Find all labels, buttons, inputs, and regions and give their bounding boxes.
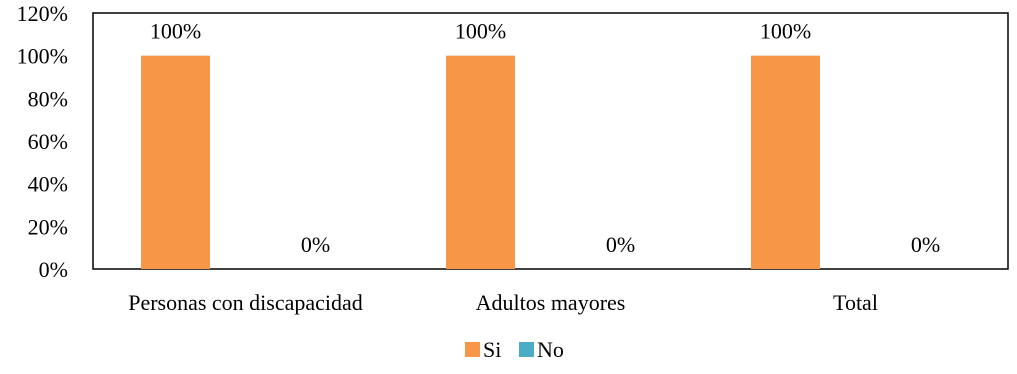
bars — [141, 55, 820, 269]
legend: Si No — [465, 337, 564, 362]
y-tick-label: 40% — [28, 172, 68, 197]
legend-swatch — [519, 342, 534, 357]
y-tick-label: 60% — [28, 129, 68, 154]
legend-item-si: Si — [465, 337, 501, 362]
legend-label: Si — [483, 337, 501, 362]
legend-swatch — [465, 342, 480, 357]
data-label-si-1: 100% — [150, 19, 201, 44]
y-tick-label: 0% — [39, 257, 68, 282]
data-label-no-3: 0% — [911, 232, 940, 257]
bar-si-2 — [446, 55, 515, 269]
y-tick-label: 80% — [28, 86, 68, 111]
y-tick-label: 100% — [17, 44, 68, 69]
data-label-si-2: 100% — [455, 19, 506, 44]
plot-area — [92, 12, 1009, 270]
x-axis-labels: Personas con discapacidad Adultos mayores… — [128, 290, 878, 315]
category-label: Total — [833, 290, 878, 315]
category-label: Personas con discapacidad — [128, 290, 363, 315]
y-axis-ticks: 0% 20% 40% 60% 80% 100% 120% — [17, 1, 68, 282]
legend-label: No — [537, 337, 564, 362]
category-label: Adultos mayores — [476, 290, 626, 315]
bar-si-1 — [141, 55, 210, 269]
legend-item-no: No — [519, 337, 564, 362]
data-label-si-3: 100% — [760, 19, 811, 44]
data-label-no-1: 0% — [301, 232, 330, 257]
bar-si-3 — [751, 55, 820, 269]
plot-border — [92, 12, 1009, 270]
y-tick-label: 120% — [17, 1, 68, 26]
data-labels: 100% 0% 100% 0% 100% 0% — [150, 19, 940, 257]
y-tick-label: 20% — [28, 214, 68, 239]
data-label-no-2: 0% — [606, 232, 635, 257]
